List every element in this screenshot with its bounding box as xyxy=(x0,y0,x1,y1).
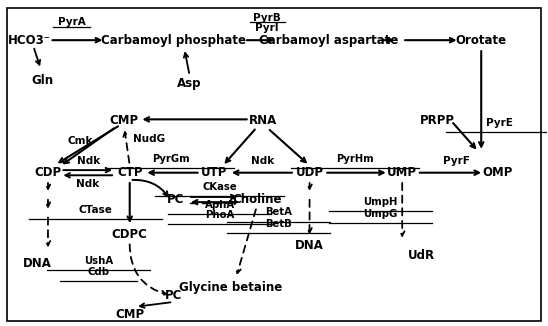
Text: PyrF: PyrF xyxy=(443,156,470,166)
Text: CTase: CTase xyxy=(78,205,112,215)
Text: UshA: UshA xyxy=(84,256,113,266)
Text: Orotate: Orotate xyxy=(455,34,507,47)
Text: PyrHm: PyrHm xyxy=(336,155,374,164)
Text: RNA: RNA xyxy=(249,114,277,127)
Text: NudG: NudG xyxy=(133,134,165,144)
Text: Ndk: Ndk xyxy=(76,179,99,189)
Text: Ndk: Ndk xyxy=(77,156,100,166)
Text: PyrI: PyrI xyxy=(255,23,279,33)
Text: PyrB: PyrB xyxy=(253,13,281,23)
Text: PC: PC xyxy=(164,289,182,302)
Text: Cmk: Cmk xyxy=(68,136,93,146)
Text: Carbamoyl aspartate: Carbamoyl aspartate xyxy=(259,34,398,47)
Text: Choline: Choline xyxy=(232,193,282,206)
Text: CDP: CDP xyxy=(35,166,61,179)
Text: PyrGm: PyrGm xyxy=(152,155,190,164)
Text: Gln: Gln xyxy=(31,74,54,87)
Text: CMP: CMP xyxy=(115,308,144,321)
Text: BetB: BetB xyxy=(265,219,292,229)
Text: UTP: UTP xyxy=(201,166,227,179)
Text: CTP: CTP xyxy=(117,166,142,179)
Text: PyrE: PyrE xyxy=(486,118,512,127)
Text: DNA: DNA xyxy=(295,239,324,252)
Text: UdR: UdR xyxy=(408,249,435,262)
Text: PyrA: PyrA xyxy=(58,17,85,27)
Text: PhoA: PhoA xyxy=(205,210,235,220)
Text: CMP: CMP xyxy=(110,114,139,127)
Text: BetA: BetA xyxy=(265,207,292,217)
Text: UmpG: UmpG xyxy=(363,209,398,219)
Text: Cdb: Cdb xyxy=(88,267,110,277)
Text: PRPP: PRPP xyxy=(420,114,455,127)
Text: Asp: Asp xyxy=(178,77,202,90)
Text: AphA: AphA xyxy=(204,200,235,210)
Text: CDPC: CDPC xyxy=(112,228,147,241)
Text: Carbamoyl phosphate: Carbamoyl phosphate xyxy=(101,34,246,47)
Text: PC: PC xyxy=(167,193,185,206)
Text: Glycine betaine: Glycine betaine xyxy=(179,281,282,294)
Text: HCO3⁻: HCO3⁻ xyxy=(8,34,50,47)
Text: DNA: DNA xyxy=(22,257,52,270)
Text: UDP: UDP xyxy=(295,166,323,179)
Text: UMP: UMP xyxy=(387,166,417,179)
Text: UmpH: UmpH xyxy=(363,198,398,207)
Text: OMP: OMP xyxy=(482,166,513,179)
Text: CKase: CKase xyxy=(202,182,237,192)
Text: Ndk: Ndk xyxy=(250,156,274,166)
